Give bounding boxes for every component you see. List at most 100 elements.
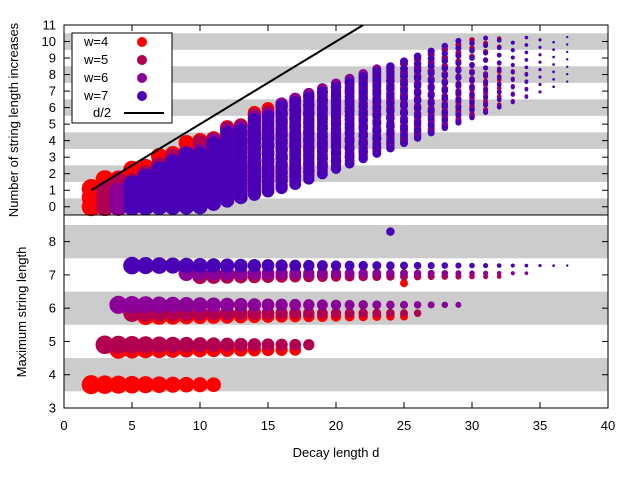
y-tick-label: 2 [49, 166, 56, 181]
legend: w=4 w=5 w=6 w=7 d/2 [71, 32, 173, 124]
point-bottom-w=6 [413, 301, 422, 309]
y-tick-label: 5 [49, 334, 56, 349]
point-bottom-w=5 [261, 338, 275, 352]
point-top-w=7 [510, 55, 515, 60]
point-top-w=7 [496, 104, 502, 110]
point-top-w=7 [469, 84, 475, 91]
point-top-w=7 [330, 81, 342, 93]
x-tick-label: 25 [397, 418, 411, 433]
point-top-w=7 [483, 102, 489, 108]
point-bottom-w=7 [400, 261, 408, 270]
point-bottom-w=7 [164, 257, 181, 274]
point-bottom-w=7 [275, 259, 288, 272]
point-top-w=7 [400, 94, 408, 103]
point-top-w=7 [344, 76, 355, 87]
point-top-w=7 [400, 57, 408, 66]
y-tick-label: 1 [49, 183, 56, 198]
point-bottom-w=6 [178, 297, 195, 313]
y-tick-label: 6 [49, 301, 56, 316]
point-top-w=7 [413, 126, 422, 135]
y-tick-label: 11 [43, 18, 57, 33]
point-top-w=7 [386, 62, 395, 71]
point-top-w=7 [400, 72, 408, 81]
point-top-w=7 [386, 121, 395, 131]
point-top-w=7 [566, 80, 569, 83]
point-top-w=4 [81, 179, 101, 199]
legend-label-w5: w=5 [83, 52, 108, 67]
point-top-w=7 [524, 50, 529, 55]
point-top-w=7 [386, 84, 395, 94]
legend-marker-w4 [137, 37, 147, 47]
point-top-w=7 [496, 75, 502, 80]
point-top-w=7 [330, 104, 342, 115]
point-top-w=7 [427, 92, 435, 100]
point-top-w=7 [441, 109, 449, 117]
point-bottom-w=7 [552, 264, 555, 267]
point-top-w=7 [441, 50, 449, 57]
point-top-w=7 [330, 148, 342, 160]
point-bottom-w=6 [372, 300, 382, 310]
point-top-w=7 [552, 63, 555, 66]
point-top-w=7 [330, 156, 342, 167]
point-bottom-w=5 [233, 337, 248, 352]
legend-label-w7: w=7 [83, 88, 108, 103]
point-top-w=7 [441, 79, 449, 87]
point-bottom-w=6 [400, 269, 408, 278]
point-top-w=7 [400, 101, 408, 110]
point-top-w=7 [455, 89, 462, 96]
point-bottom-w=6 [469, 270, 475, 277]
point-top-w=7 [330, 96, 342, 108]
point-bottom-w=6 [261, 298, 275, 312]
y-tick-label: 7 [49, 84, 56, 99]
point-top-w=7 [469, 92, 475, 99]
point-top-w=7 [538, 38, 542, 42]
point-top-w=7 [344, 143, 355, 154]
point-bottom-w=6 [455, 301, 462, 308]
point-top-w=7 [455, 104, 462, 111]
point-top-w=7 [552, 48, 555, 51]
point-top-w=7 [344, 158, 355, 169]
point-top-w=7 [330, 111, 342, 122]
point-bottom-w=5 [192, 337, 208, 353]
point-top-w=7 [427, 121, 435, 129]
point-top-w=7 [510, 62, 515, 68]
line-d2 [90, 25, 364, 192]
bottom-panel: 3 4 5 6 7 8 0 5 10 15 20 25 30 35 40 [49, 214, 615, 433]
point-top-w=7 [400, 87, 408, 96]
point-bottom-w=6 [413, 269, 422, 277]
point-bottom-w=7 [358, 260, 368, 271]
point-top-w=7 [455, 52, 462, 59]
point-top-w=7 [289, 96, 302, 109]
point-top-w=7 [386, 144, 395, 153]
point-top-w=7 [566, 43, 569, 46]
point-top-w=7 [496, 90, 502, 95]
point-top-w=7 [316, 168, 328, 180]
point-top-w=7 [538, 53, 542, 57]
point-top-w=7 [344, 128, 355, 139]
point-bottom-w=6 [330, 268, 342, 279]
point-top-w=7 [469, 114, 475, 121]
point-top-w=7 [372, 104, 382, 114]
point-top-w=7 [483, 57, 489, 63]
point-top-w=6 [109, 182, 128, 201]
y-tick-label: 4 [49, 367, 56, 382]
legend-label-d2: d/2 [93, 105, 111, 120]
point-top-w=7 [330, 133, 342, 145]
point-bottom-w=5 [247, 338, 262, 352]
point-top-w=7 [441, 87, 449, 94]
point-top-w=7 [233, 123, 248, 138]
point-bottom-w=4 [178, 376, 195, 393]
point-top-w=7 [483, 42, 489, 49]
point-top-w=7 [344, 84, 355, 95]
point-top-w=7 [427, 99, 435, 107]
point-bottom-w=5 [413, 309, 422, 317]
point-bottom-w=7 [441, 262, 449, 269]
point-top-w=7 [344, 151, 355, 162]
point-top-w=7 [441, 65, 449, 72]
point-top-w=7 [192, 147, 208, 163]
point-top-w=7 [538, 45, 542, 49]
point-bottom-w=5 [330, 307, 342, 319]
x-tick-label: 35 [533, 418, 547, 433]
y-tick-label: 7 [49, 267, 56, 282]
